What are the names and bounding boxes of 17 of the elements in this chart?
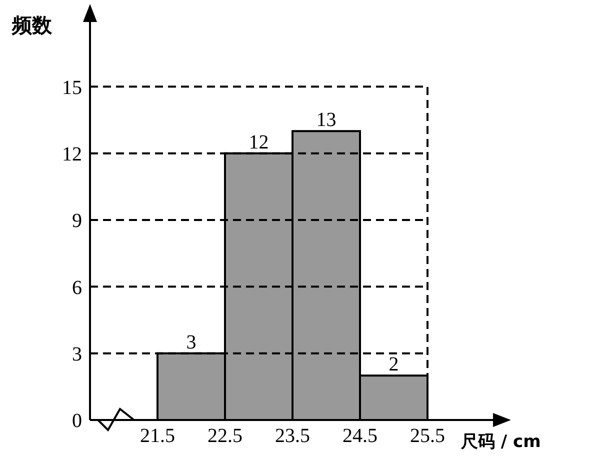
data-label: 3 <box>186 331 196 354</box>
x-tick-label: 23.5 <box>275 425 310 448</box>
x-tick-label: 25.5 <box>410 425 445 448</box>
y-tick-label: 0 <box>72 410 82 432</box>
x-axis-title: 尺码 / cm <box>460 432 541 452</box>
data-label: 12 <box>248 131 269 154</box>
data-label: 2 <box>388 354 399 376</box>
x-tick-label: 24.5 <box>342 425 378 448</box>
y-tick-label: 15 <box>62 76 82 99</box>
y-tick-label: 12 <box>62 143 82 166</box>
y-tick-label: 3 <box>72 343 82 366</box>
y-tick-label: 9 <box>72 210 82 232</box>
y-tick-label: 6 <box>72 276 82 299</box>
y-axis-title: 频数 <box>11 13 53 37</box>
x-tick-label: 21.5 <box>140 425 175 448</box>
x-tick-label: 22.5 <box>208 425 242 448</box>
data-label: 13 <box>316 109 336 132</box>
